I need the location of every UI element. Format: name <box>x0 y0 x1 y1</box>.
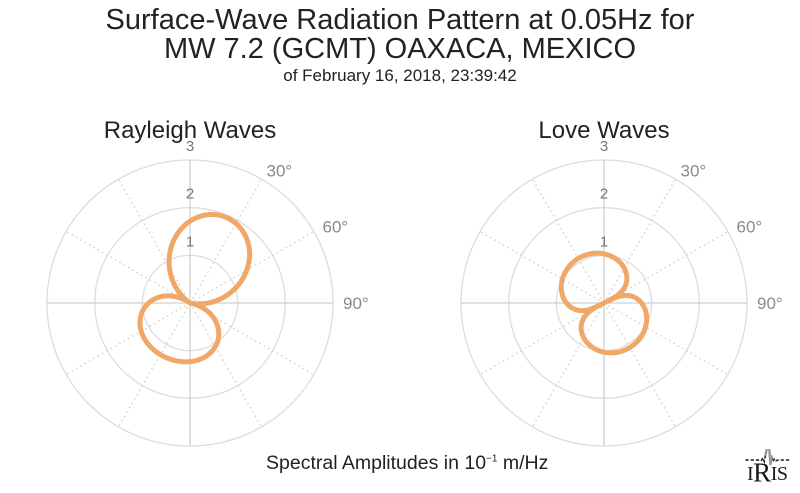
svg-text:2: 2 <box>600 186 608 203</box>
svg-text:30°: 30° <box>681 162 707 181</box>
svg-text:1: 1 <box>600 233 608 250</box>
svg-text:90°: 90° <box>757 294 783 313</box>
svg-text:60°: 60° <box>323 218 349 237</box>
svg-text:IRIS: IRIS <box>747 458 787 484</box>
svg-text:90°: 90° <box>343 294 369 313</box>
svg-text:2: 2 <box>186 186 194 203</box>
svg-text:60°: 60° <box>737 218 763 237</box>
svg-text:1: 1 <box>186 233 194 250</box>
svg-text:30°: 30° <box>267 162 293 181</box>
